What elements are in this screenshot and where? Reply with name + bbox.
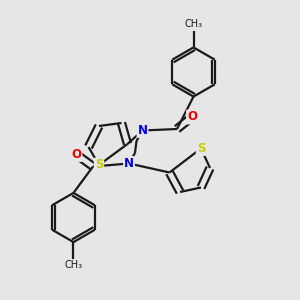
- Text: N: N: [124, 157, 134, 170]
- Text: N: N: [137, 124, 148, 137]
- Text: S: S: [95, 158, 103, 172]
- Text: CH₃: CH₃: [64, 260, 82, 270]
- Text: O: O: [187, 110, 197, 124]
- Text: O: O: [71, 148, 82, 161]
- Text: S: S: [197, 142, 205, 155]
- Text: CH₃: CH₃: [184, 20, 202, 29]
